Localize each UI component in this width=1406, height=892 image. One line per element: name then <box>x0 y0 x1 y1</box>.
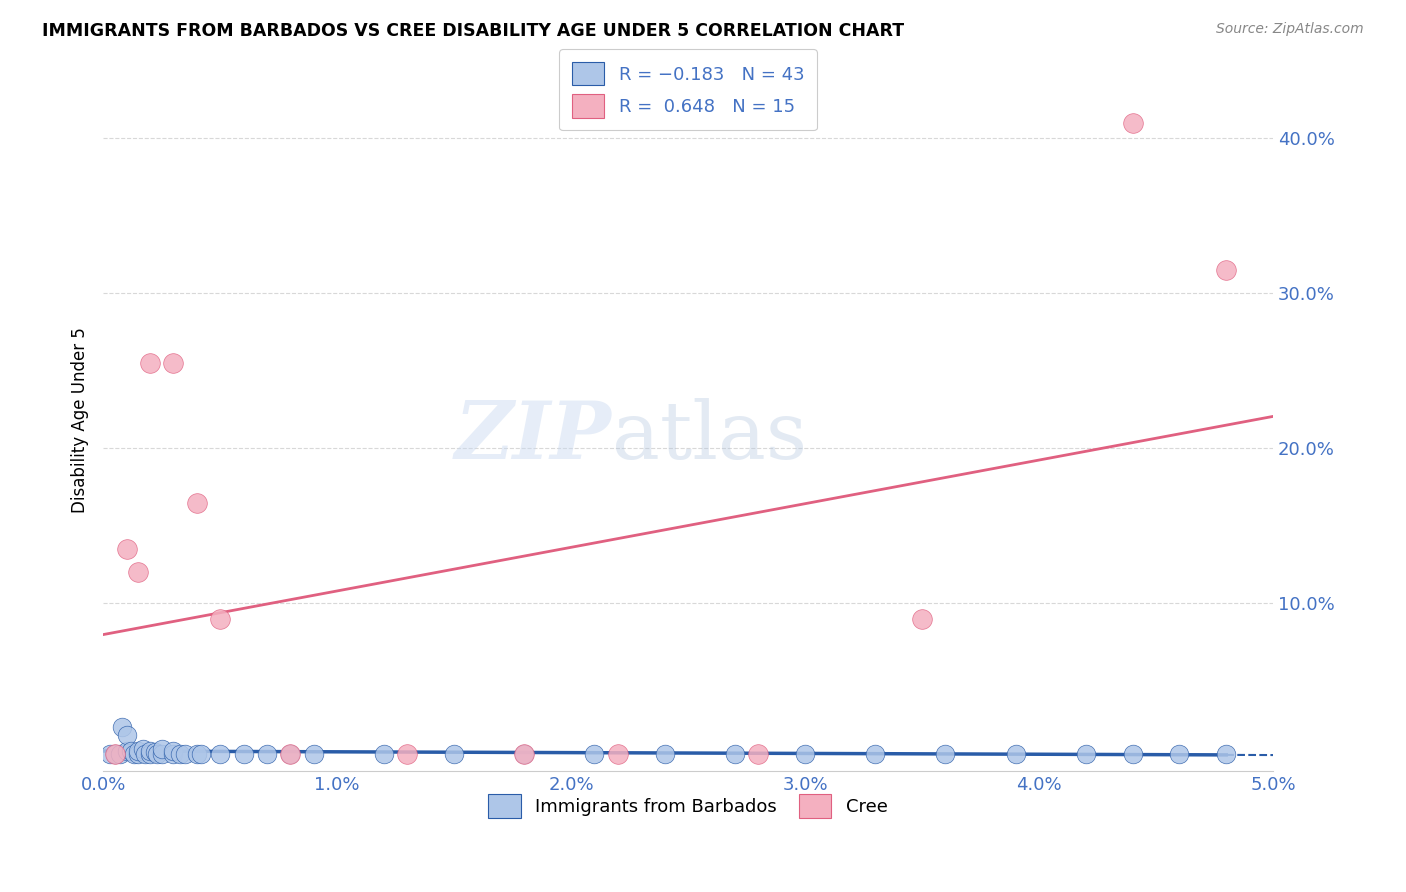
Point <box>1074 747 1097 761</box>
Point <box>396 747 419 761</box>
Point <box>143 745 166 759</box>
Point <box>1215 747 1237 761</box>
Point <box>1122 747 1144 761</box>
Point <box>654 747 676 761</box>
Point <box>162 743 184 757</box>
Point <box>169 747 191 761</box>
Point <box>209 747 232 761</box>
Point <box>127 747 149 761</box>
Point <box>278 747 301 761</box>
Point <box>139 356 162 370</box>
Point <box>1215 263 1237 277</box>
Point <box>302 747 325 761</box>
Point <box>115 728 138 742</box>
Text: ZIP: ZIP <box>456 399 612 476</box>
Y-axis label: Disability Age Under 5: Disability Age Under 5 <box>72 326 89 513</box>
Point <box>150 742 173 756</box>
Point <box>115 542 138 557</box>
Point <box>162 747 184 761</box>
Point <box>186 747 208 761</box>
Text: atlas: atlas <box>612 398 807 476</box>
Point <box>865 747 887 761</box>
Point <box>1122 116 1144 130</box>
Point <box>606 747 628 761</box>
Point <box>373 747 395 761</box>
Point <box>190 747 212 761</box>
Point <box>139 747 162 761</box>
Point <box>146 747 169 761</box>
Point <box>122 747 145 761</box>
Point <box>174 747 197 761</box>
Point <box>115 743 138 757</box>
Point <box>256 747 278 761</box>
Point <box>443 747 465 761</box>
Point <box>139 743 162 757</box>
Point <box>108 747 131 761</box>
Point <box>513 747 536 761</box>
Point <box>747 747 769 761</box>
Point <box>104 747 127 761</box>
Point <box>1168 747 1191 761</box>
Legend: Immigrants from Barbados, Cree: Immigrants from Barbados, Cree <box>481 788 894 825</box>
Point <box>513 747 536 761</box>
Text: IMMIGRANTS FROM BARBADOS VS CREE DISABILITY AGE UNDER 5 CORRELATION CHART: IMMIGRANTS FROM BARBADOS VS CREE DISABIL… <box>42 22 904 40</box>
Point <box>111 720 134 734</box>
Point <box>127 743 149 757</box>
Point <box>132 742 155 756</box>
Point <box>120 743 142 757</box>
Point <box>724 747 747 761</box>
Point <box>232 747 254 761</box>
Point <box>583 747 606 761</box>
Point <box>186 495 208 509</box>
Point <box>134 747 156 761</box>
Point <box>934 747 956 761</box>
Point <box>794 747 817 761</box>
Text: Source: ZipAtlas.com: Source: ZipAtlas.com <box>1216 22 1364 37</box>
Point <box>1004 747 1026 761</box>
Point <box>150 747 173 761</box>
Point <box>98 747 121 761</box>
Point <box>104 747 127 761</box>
Point <box>278 747 301 761</box>
Point <box>911 612 934 626</box>
Point <box>127 566 149 580</box>
Point <box>209 612 232 626</box>
Point <box>162 356 184 370</box>
